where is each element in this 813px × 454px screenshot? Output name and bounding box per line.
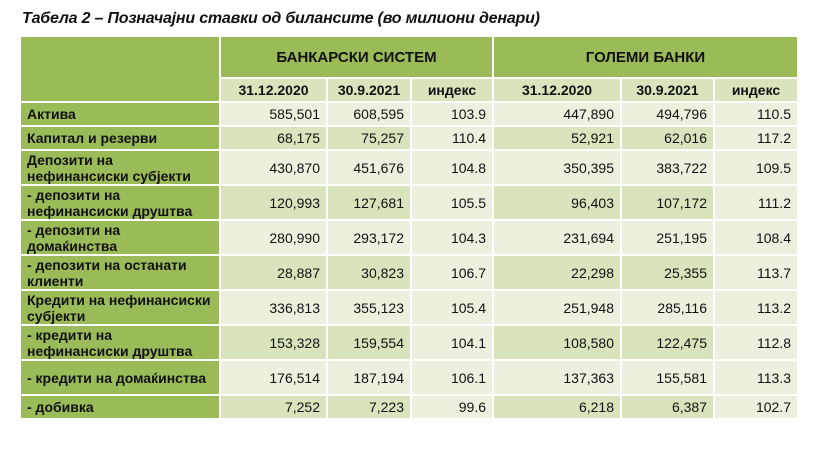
table-row: Депозити на нефинансиски субјекти 430,870…	[19, 149, 799, 186]
row-label: - кредити на домаќинства	[19, 359, 221, 396]
corner-cell	[19, 35, 221, 103]
table-row: Капитал и резерви 68,175 75,257 110.4 52,921…	[19, 125, 799, 151]
value-cell: 105.4	[410, 289, 494, 326]
value-cell: 494,796	[620, 101, 715, 127]
column-header: 30.9.2021	[620, 77, 715, 103]
value-cell: 293,172	[326, 219, 412, 256]
column-header: индекс	[410, 77, 494, 103]
value-cell: 117.2	[713, 125, 799, 151]
value-cell: 122,475	[620, 324, 715, 361]
value-cell: 120,993	[219, 184, 328, 221]
value-cell: 52,921	[492, 125, 622, 151]
value-cell: 106.1	[410, 359, 494, 396]
value-cell: 383,722	[620, 149, 715, 186]
value-cell: 28,887	[219, 254, 328, 291]
group-header-row: БАНКАРСКИ СИСТЕМ ГОЛЕМИ БАНКИ	[19, 35, 799, 103]
value-cell: 25,355	[620, 254, 715, 291]
value-cell: 451,676	[326, 149, 412, 186]
value-cell: 6,387	[620, 394, 715, 420]
row-label: - депозити на останати клиенти	[19, 254, 221, 291]
value-cell: 108.4	[713, 219, 799, 256]
table-row: - добивка 7,252 7,223 99.6 6,218 6,387 102.7	[19, 394, 799, 420]
value-cell: 137,363	[492, 359, 622, 396]
value-cell: 231,694	[492, 219, 622, 256]
value-cell: 285,116	[620, 289, 715, 326]
column-header-row: 31.12.2020 30.9.2021 индекс 31.12.2020 3…	[20, 77, 799, 103]
value-cell: 350,395	[492, 149, 622, 186]
value-cell: 251,195	[620, 219, 715, 256]
value-cell: 111.2	[713, 184, 799, 221]
row-label: Кредити на нефинансиски субјекти	[19, 289, 221, 326]
value-cell: 355,123	[326, 289, 412, 326]
value-cell: 113.3	[713, 359, 799, 396]
group-banking-system: БАНКАРСКИ СИСТЕМ	[219, 35, 494, 79]
row-label: Актива	[19, 101, 221, 127]
value-cell: 103.9	[410, 101, 494, 127]
value-cell: 187,194	[326, 359, 412, 396]
value-cell: 113.7	[713, 254, 799, 291]
value-cell: 110.4	[410, 125, 494, 151]
value-cell: 107,172	[620, 184, 715, 221]
row-label: - кредити на нефинансиски друштва	[19, 324, 221, 361]
value-cell: 112.8	[713, 324, 799, 361]
value-cell: 106.7	[410, 254, 494, 291]
value-cell: 430,870	[219, 149, 328, 186]
table-row: - депозити на нефинансиски друштва 120,99…	[19, 184, 799, 221]
value-cell: 176,514	[219, 359, 328, 396]
group-large-banks: ГОЛЕМИ БАНКИ	[492, 35, 799, 79]
value-cell: 108,580	[492, 324, 622, 361]
value-cell: 113.2	[713, 289, 799, 326]
table-row: - кредити на нефинансиски друштва 153,328…	[19, 324, 799, 361]
row-label: - добивка	[19, 394, 221, 420]
column-header: индекс	[713, 77, 799, 103]
column-header: 31.12.2020	[219, 77, 328, 103]
value-cell: 104.1	[410, 324, 494, 361]
value-cell: 96,403	[492, 184, 622, 221]
value-cell: 7,252	[219, 394, 328, 420]
value-cell: 7,223	[326, 394, 412, 420]
value-cell: 127,681	[326, 184, 412, 221]
value-cell: 104.3	[410, 219, 494, 256]
row-label: - депозити на нефинансиски друштва	[19, 184, 221, 221]
row-label: Депозити на нефинансиски субјекти	[19, 149, 221, 186]
column-header: 31.12.2020	[492, 77, 622, 103]
value-cell: 109.5	[713, 149, 799, 186]
value-cell: 153,328	[219, 324, 328, 361]
value-cell: 75,257	[326, 125, 412, 151]
value-cell: 30,823	[326, 254, 412, 291]
value-cell: 105.5	[410, 184, 494, 221]
value-cell: 68,175	[219, 125, 328, 151]
row-label: - депозити на домаќинства	[19, 219, 221, 256]
table-row: Кредити на нефинансиски субјекти 336,813 3…	[19, 289, 799, 326]
table-row: Актива 585,501 608,595 103.9 447,890 494,796 1…	[19, 101, 799, 127]
value-cell: 110.5	[713, 101, 799, 127]
table-row: - депозити на домаќинства 280,990 293,172 1…	[19, 219, 799, 256]
value-cell: 447,890	[492, 101, 622, 127]
value-cell: 102.7	[713, 394, 799, 420]
value-cell: 608,595	[326, 101, 412, 127]
value-cell: 104.8	[410, 149, 494, 186]
table-row: - кредити на домаќинства 176,514 187,194 10…	[19, 359, 799, 396]
value-cell: 251,948	[492, 289, 622, 326]
column-header: 30.9.2021	[326, 77, 412, 103]
balance-table: БАНКАРСКИ СИСТЕМ ГОЛЕМИ БАНКИ 31.12.2020…	[19, 35, 799, 420]
value-cell: 6,218	[492, 394, 622, 420]
table-row: - депозити на останати клиенти 28,887 30,8…	[19, 254, 799, 291]
value-cell: 336,813	[219, 289, 328, 326]
row-label: Капитал и резерви	[19, 125, 221, 151]
value-cell: 585,501	[219, 101, 328, 127]
value-cell: 22,298	[492, 254, 622, 291]
value-cell: 159,554	[326, 324, 412, 361]
value-cell: 155,581	[620, 359, 715, 396]
table-title: Табела 2 – Позначајни ставки од билансит…	[22, 10, 540, 27]
value-cell: 99.6	[410, 394, 494, 420]
value-cell: 62,016	[620, 125, 715, 151]
value-cell: 280,990	[219, 219, 328, 256]
